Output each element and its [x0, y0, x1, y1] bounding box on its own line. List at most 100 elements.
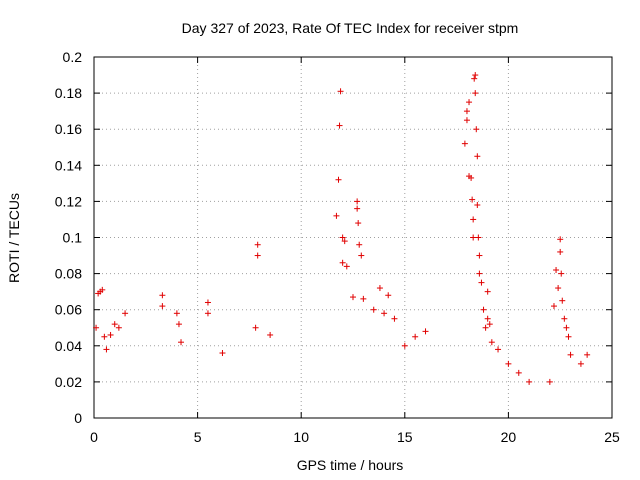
y-tick-label: 0	[74, 410, 82, 426]
data-point	[484, 315, 491, 322]
data-point	[267, 331, 274, 338]
data-point	[470, 234, 477, 241]
data-point	[466, 99, 473, 106]
data-point	[505, 360, 512, 367]
data-point	[577, 360, 584, 367]
data-point	[469, 196, 476, 203]
data-point	[461, 140, 468, 147]
data-point	[354, 205, 361, 212]
data-point	[204, 310, 211, 317]
roti-data-points	[93, 72, 591, 385]
data-point	[107, 331, 114, 338]
y-axis-tick-labels: 0 0.02 0.04 0.06 0.08 0.1 0.12 0.14 0.16 0.18 0.2	[55, 49, 82, 426]
x-tick-label: 20	[501, 429, 517, 445]
data-point	[93, 324, 100, 331]
data-point	[471, 75, 478, 82]
data-point	[472, 90, 479, 97]
data-point	[173, 310, 180, 317]
data-point	[178, 339, 185, 346]
data-point	[557, 236, 564, 243]
chart-title: Day 327 of 2023, Rate Of TEC Index for r…	[182, 20, 519, 36]
x-tick-label: 10	[293, 429, 309, 445]
y-tick-label: 0.02	[55, 374, 82, 390]
data-point	[333, 212, 340, 219]
data-point	[475, 234, 482, 241]
data-point	[101, 333, 108, 340]
data-point	[561, 315, 568, 322]
data-point	[385, 292, 392, 299]
data-point	[358, 252, 365, 259]
y-tick-label: 0.2	[63, 49, 83, 65]
data-point	[354, 198, 361, 205]
data-point	[175, 321, 182, 328]
data-point	[476, 270, 483, 277]
data-point	[474, 202, 481, 209]
data-point	[204, 299, 211, 306]
x-tick-label: 15	[397, 429, 413, 445]
data-point	[567, 351, 574, 358]
data-point	[219, 350, 226, 357]
x-axis-tick-labels: 0 5 10 15 20 25	[90, 429, 620, 445]
data-point	[557, 248, 564, 255]
data-point	[350, 294, 356, 301]
data-point	[122, 310, 129, 317]
data-point	[555, 285, 562, 292]
x-tick-label: 0	[90, 429, 98, 445]
axis-ticks	[93, 56, 613, 419]
x-tick-label: 5	[194, 429, 202, 445]
data-point	[484, 288, 491, 295]
data-point	[335, 176, 342, 183]
data-point	[336, 122, 343, 129]
data-point	[103, 346, 110, 353]
data-point	[463, 117, 470, 124]
data-point	[472, 72, 479, 79]
data-point	[356, 241, 363, 248]
data-point	[515, 369, 522, 376]
data-point	[495, 346, 502, 353]
data-point	[370, 306, 377, 313]
data-point	[470, 216, 477, 223]
data-point	[488, 339, 495, 346]
y-tick-label: 0.06	[55, 302, 82, 318]
y-tick-label: 0.04	[55, 338, 82, 354]
data-point	[474, 153, 481, 160]
data-point	[355, 220, 362, 227]
data-point	[468, 174, 475, 181]
y-tick-label: 0.16	[55, 121, 82, 137]
data-point	[115, 324, 122, 331]
data-point	[391, 315, 398, 322]
data-point	[111, 321, 118, 328]
data-point	[341, 238, 348, 245]
data-point	[343, 263, 350, 270]
data-point	[563, 324, 570, 331]
y-tick-label: 0.18	[55, 85, 82, 101]
data-point	[422, 328, 429, 335]
data-point	[401, 342, 408, 349]
data-point	[476, 252, 483, 259]
data-point	[339, 234, 346, 241]
data-point	[254, 241, 261, 248]
data-point	[546, 378, 553, 385]
x-tick-label: 25	[604, 429, 620, 445]
data-point	[360, 295, 367, 302]
data-point	[550, 303, 557, 310]
data-point	[376, 285, 383, 292]
y-tick-label: 0.14	[55, 157, 82, 173]
data-point	[381, 310, 388, 317]
data-point	[565, 333, 572, 340]
data-point	[339, 259, 346, 266]
data-point	[478, 279, 485, 286]
data-point	[473, 126, 480, 133]
data-point	[252, 324, 259, 331]
y-tick-label: 0.08	[55, 266, 82, 282]
data-point	[480, 306, 487, 313]
data-point	[558, 270, 565, 277]
data-point	[159, 303, 166, 310]
data-point	[486, 321, 493, 328]
data-point	[159, 292, 166, 299]
grid-lines	[94, 57, 612, 418]
y-axis-label: ROTI / TECUs	[6, 193, 22, 283]
data-point	[559, 297, 566, 304]
x-axis-label: GPS time / hours	[297, 457, 404, 473]
